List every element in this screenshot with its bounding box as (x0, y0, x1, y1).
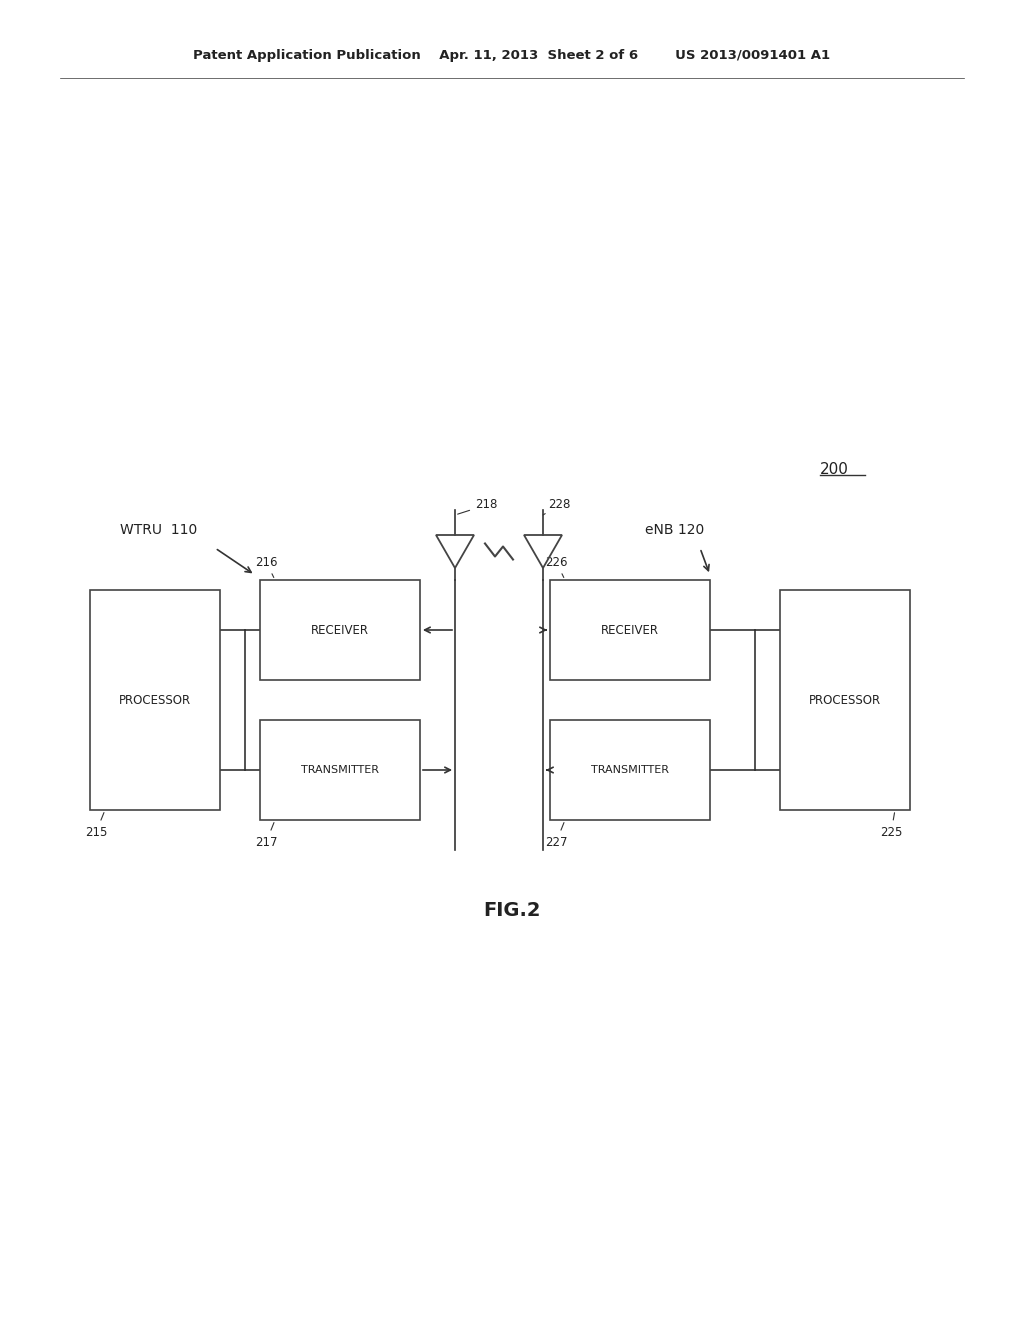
Text: FIG.2: FIG.2 (483, 900, 541, 920)
Text: 215: 215 (85, 813, 108, 838)
Bar (550, 719, 710, 820)
Text: RECEIVER: RECEIVER (601, 623, 659, 636)
Text: Patent Application Publication    Apr. 11, 2013  Sheet 2 of 6        US 2013/009: Patent Application Publication Apr. 11, … (194, 49, 830, 62)
Text: WTRU  110: WTRU 110 (120, 523, 198, 537)
Bar (780, 590, 910, 810)
Bar (260, 579, 420, 680)
Text: RECEIVER: RECEIVER (311, 623, 369, 636)
Text: 225: 225 (880, 813, 902, 838)
Bar (550, 579, 710, 680)
Text: 228: 228 (543, 499, 570, 515)
Bar (260, 719, 420, 820)
Text: PROCESSOR: PROCESSOR (119, 693, 191, 706)
Text: eNB 120: eNB 120 (645, 523, 705, 537)
Text: 227: 227 (545, 822, 567, 849)
Bar (90, 590, 220, 810)
Text: 217: 217 (255, 822, 278, 849)
Text: TRANSMITTER: TRANSMITTER (301, 766, 379, 775)
Text: PROCESSOR: PROCESSOR (809, 693, 881, 706)
Text: TRANSMITTER: TRANSMITTER (591, 766, 669, 775)
Text: 218: 218 (458, 499, 498, 515)
Text: 226: 226 (545, 556, 567, 577)
Text: 216: 216 (255, 556, 278, 577)
Text: 200: 200 (820, 462, 849, 477)
